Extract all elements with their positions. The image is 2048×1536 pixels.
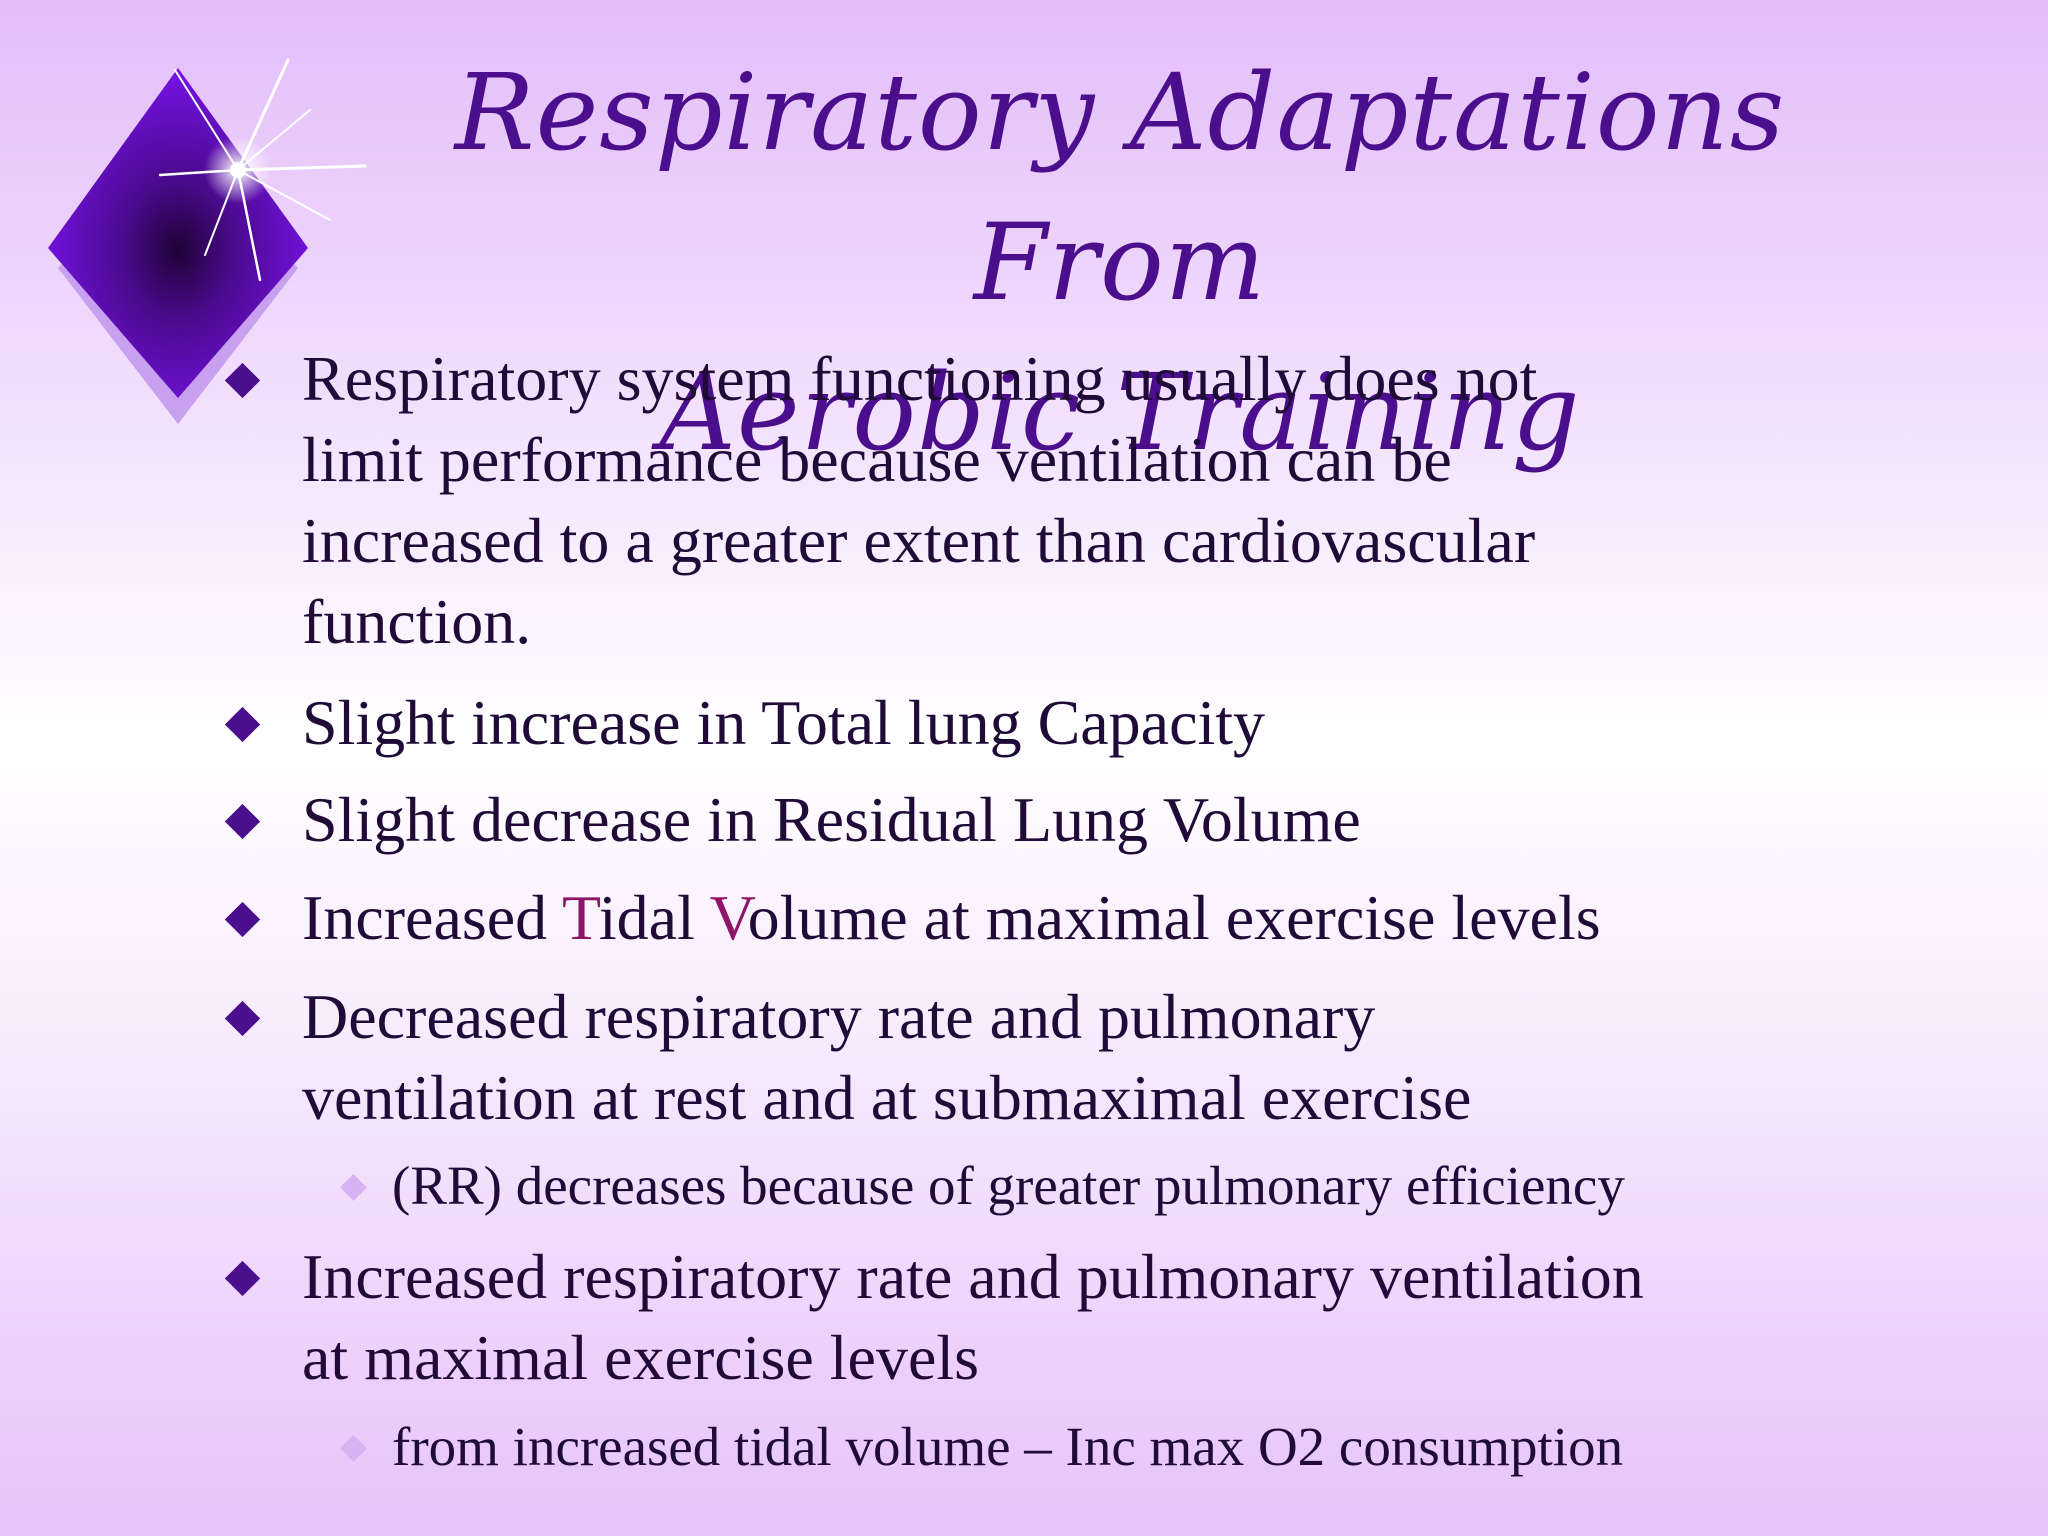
diamond-bullet-icon xyxy=(224,901,261,938)
diamond-bullet-icon xyxy=(224,1000,261,1037)
bullet-total-lung-capacity: Slight increase in Total lung Capacity xyxy=(224,682,1266,763)
bullet-line: Increased respiratory rate and pulmonary… xyxy=(302,1241,1644,1312)
small-diamond-bullet-icon xyxy=(340,1435,367,1462)
bullet-increased-respiratory-rate: Increased respiratory rate and pulmonary… xyxy=(224,1236,1644,1398)
small-diamond-bullet-icon xyxy=(340,1174,367,1201)
diamond-bullet-icon xyxy=(224,706,261,743)
bullet-line: increased to a greater extent than cardi… xyxy=(302,505,1536,576)
bullet-decreased-respiratory-rate: Decreased respiratory rate and pulmonary… xyxy=(224,976,1472,1138)
bullet-line: Slight increase in Total lung Capacity xyxy=(302,687,1266,758)
bullet-line: Decreased respiratory rate and pulmonary xyxy=(302,981,1376,1052)
bullet-line: ventilation at rest and at submaximal ex… xyxy=(302,1062,1472,1133)
highlight-letter: V xyxy=(709,882,748,953)
bullet-line: limit performance because ventilation ca… xyxy=(302,424,1452,495)
slide-title: Respiratory Adaptations From Aerobic Tra… xyxy=(310,38,1930,488)
diamond-bullet-icon xyxy=(224,803,261,840)
bullet-line: at maximal exercise levels xyxy=(302,1322,980,1393)
bullet-line: function. xyxy=(302,586,532,657)
sub-bullet-line: from increased tidal volume – Inc max O2… xyxy=(392,1416,1624,1477)
bullet-line: Slight decrease in Residual Lung Volume xyxy=(302,784,1361,855)
bullet-line: Increased Tidal Volume at maximal exerci… xyxy=(302,877,1601,958)
title-line-2: Aerobic Training xyxy=(659,351,1581,474)
text-fragment: Increased xyxy=(302,882,562,953)
title-line-1: Respiratory Adaptations From xyxy=(454,51,1786,324)
sub-bullet-rr-decreases: (RR) decreases because of greater pulmon… xyxy=(340,1151,1625,1221)
text-fragment: olume at maximal exercise levels xyxy=(747,882,1601,953)
diamond-star-logo-icon xyxy=(48,58,367,424)
bullet-tidal-volume: Increased Tidal Volume at maximal exerci… xyxy=(224,877,1601,958)
diamond-bullet-icon xyxy=(224,1260,261,1297)
text-fragment: idal xyxy=(598,882,710,953)
highlight-letter: T xyxy=(562,882,599,953)
sub-bullet-tidal-volume-o2: from increased tidal volume – Inc max O2… xyxy=(340,1412,1624,1482)
bullet-respiratory-function: Respiratory system functioning usually d… xyxy=(224,338,1538,662)
bullet-line: Respiratory system functioning usually d… xyxy=(302,343,1538,414)
bullet-residual-lung-volume: Slight decrease in Residual Lung Volume xyxy=(224,779,1361,860)
sub-bullet-line: (RR) decreases because of greater pulmon… xyxy=(392,1155,1625,1216)
